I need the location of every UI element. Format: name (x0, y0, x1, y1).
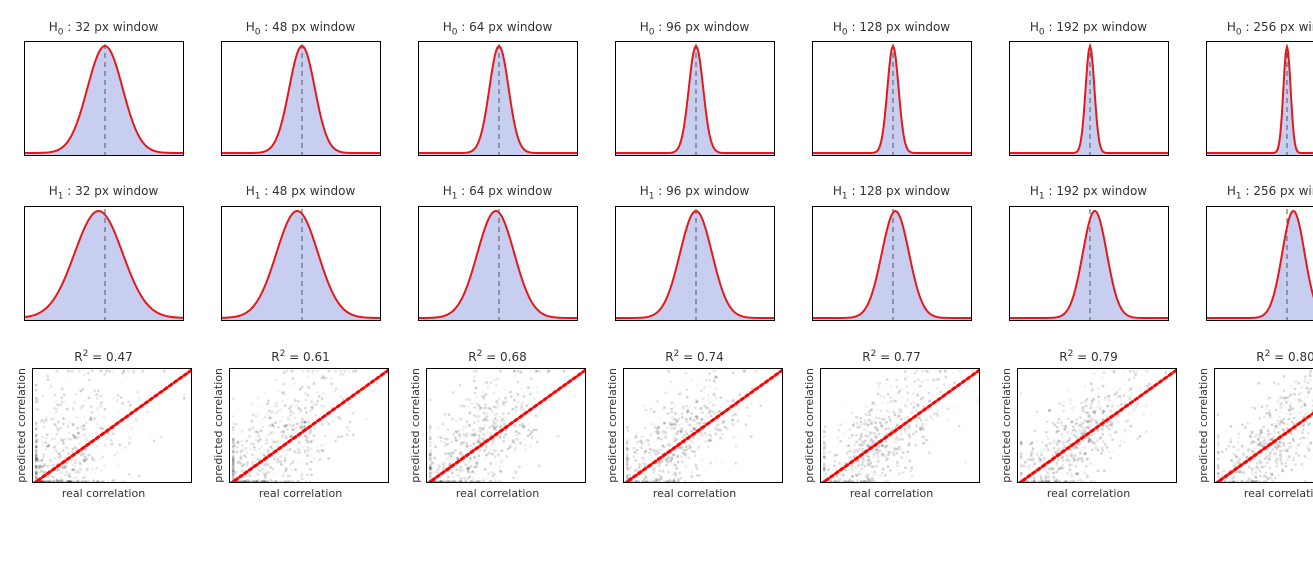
panel-title: H0 : 96 px window (640, 20, 750, 37)
h1-density-32: H1 : 32 px window (15, 184, 192, 320)
scatter-48: R2 = 0.61 predicted correlation real corre… (212, 349, 389, 500)
scatter-192: R2 = 0.79 predicted correlation real corre… (1000, 349, 1177, 500)
panel-title: H1 : 48 px window (246, 184, 356, 201)
panel-title: H0 : 32 px window (49, 20, 159, 37)
panel-title: R2 = 0.68 (468, 349, 526, 364)
scatter-wrap: predicted correlation (409, 368, 586, 483)
h1-density-96: H1 : 96 px window (606, 184, 783, 320)
panel-title: H1 : 256 px window (1227, 184, 1313, 201)
plot-area (221, 206, 381, 321)
panel-title: H0 : 256 px window (1227, 20, 1313, 37)
scatter-wrap: predicted correlation (803, 368, 980, 483)
plot-area (820, 368, 980, 483)
ylabel: predicted correlation (1197, 368, 1210, 483)
density-fill (1207, 46, 1313, 156)
figure-grid: H0 : 32 px window H0 : 48 px window H0 : 6… (15, 20, 1298, 500)
plot-area (426, 368, 586, 483)
plot-area (812, 206, 972, 321)
plot-area (623, 368, 783, 483)
h0-density-256: H0 : 256 px window (1197, 20, 1313, 156)
scatter-wrap: predicted correlation (212, 368, 389, 483)
plot-area (24, 206, 184, 321)
xlabel: real correlation (653, 487, 736, 500)
panel-title: H0 : 48 px window (246, 20, 356, 37)
panel-title: R2 = 0.80 (1256, 349, 1313, 364)
xlabel: real correlation (1244, 487, 1313, 500)
panel-title: H1 : 96 px window (640, 184, 750, 201)
panel-title: H1 : 192 px window (1030, 184, 1147, 201)
plot-area (418, 206, 578, 321)
panel-title: H0 : 192 px window (1030, 20, 1147, 37)
panel-title: H0 : 64 px window (443, 20, 553, 37)
panel-title: R2 = 0.77 (862, 349, 920, 364)
ylabel: predicted correlation (1000, 368, 1013, 483)
scatter-96: R2 = 0.74 predicted correlation real corre… (606, 349, 783, 500)
h0-density-192: H0 : 192 px window (1000, 20, 1177, 156)
plot-area (221, 41, 381, 156)
plot-area (418, 41, 578, 156)
xlabel: real correlation (259, 487, 342, 500)
h1-density-256: H1 : 256 px window (1197, 184, 1313, 320)
panel-title: R2 = 0.47 (74, 349, 132, 364)
plot-area (1206, 41, 1313, 156)
scatter-32: R2 = 0.47 predicted correlation real corre… (15, 349, 192, 500)
h0-density-48: H0 : 48 px window (212, 20, 389, 156)
xlabel: real correlation (456, 487, 539, 500)
plot-area (1214, 368, 1313, 483)
panel-title: H1 : 32 px window (49, 184, 159, 201)
panel-title: R2 = 0.74 (665, 349, 723, 364)
h0-density-96: H0 : 96 px window (606, 20, 783, 156)
plot-area (24, 41, 184, 156)
h1-density-192: H1 : 192 px window (1000, 184, 1177, 320)
xlabel: real correlation (850, 487, 933, 500)
plot-area (1009, 206, 1169, 321)
h0-density-128: H0 : 128 px window (803, 20, 980, 156)
scatter-wrap: predicted correlation (15, 368, 192, 483)
plot-area (812, 41, 972, 156)
plot-area (1206, 206, 1313, 321)
scatter-points (1217, 370, 1313, 483)
h0-density-32: H0 : 32 px window (15, 20, 192, 156)
scatter-128: R2 = 0.77 predicted correlation real corre… (803, 349, 980, 500)
h1-density-48: H1 : 48 px window (212, 184, 389, 320)
ylabel: predicted correlation (409, 368, 422, 483)
panel-title: H1 : 64 px window (443, 184, 553, 201)
plot-area (1009, 41, 1169, 156)
scatter-wrap: predicted correlation (606, 368, 783, 483)
density-fill (1207, 211, 1313, 321)
h1-density-64: H1 : 64 px window (409, 184, 586, 320)
identity-line (427, 369, 586, 483)
scatter-wrap: predicted correlation (1000, 368, 1177, 483)
density-curve (1207, 46, 1313, 153)
panel-title: H0 : 128 px window (833, 20, 950, 37)
panel-title: H1 : 128 px window (833, 184, 950, 201)
ylabel: predicted correlation (15, 368, 28, 483)
plot-area (615, 41, 775, 156)
xlabel: real correlation (62, 487, 145, 500)
scatter-64: R2 = 0.68 predicted correlation real corre… (409, 349, 586, 500)
identity-line (624, 369, 783, 483)
ylabel: predicted correlation (606, 368, 619, 483)
scatter-256: R2 = 0.80 predicted correlation real corre… (1197, 349, 1313, 500)
scatter-points (626, 370, 762, 483)
panel-title: R2 = 0.79 (1059, 349, 1117, 364)
ylabel: predicted correlation (212, 368, 225, 483)
xlabel: real correlation (1047, 487, 1130, 500)
ylabel: predicted correlation (803, 368, 816, 483)
identity-line (1018, 369, 1177, 483)
plot-area (615, 206, 775, 321)
plot-area (32, 368, 192, 483)
plot-area (229, 368, 389, 483)
scatter-wrap: predicted correlation (1197, 368, 1313, 483)
panel-title: R2 = 0.61 (271, 349, 329, 364)
plot-area (1017, 368, 1177, 483)
h0-density-64: H0 : 64 px window (409, 20, 586, 156)
h1-density-128: H1 : 128 px window (803, 184, 980, 320)
identity-line (821, 369, 980, 483)
identity-line (33, 369, 192, 483)
